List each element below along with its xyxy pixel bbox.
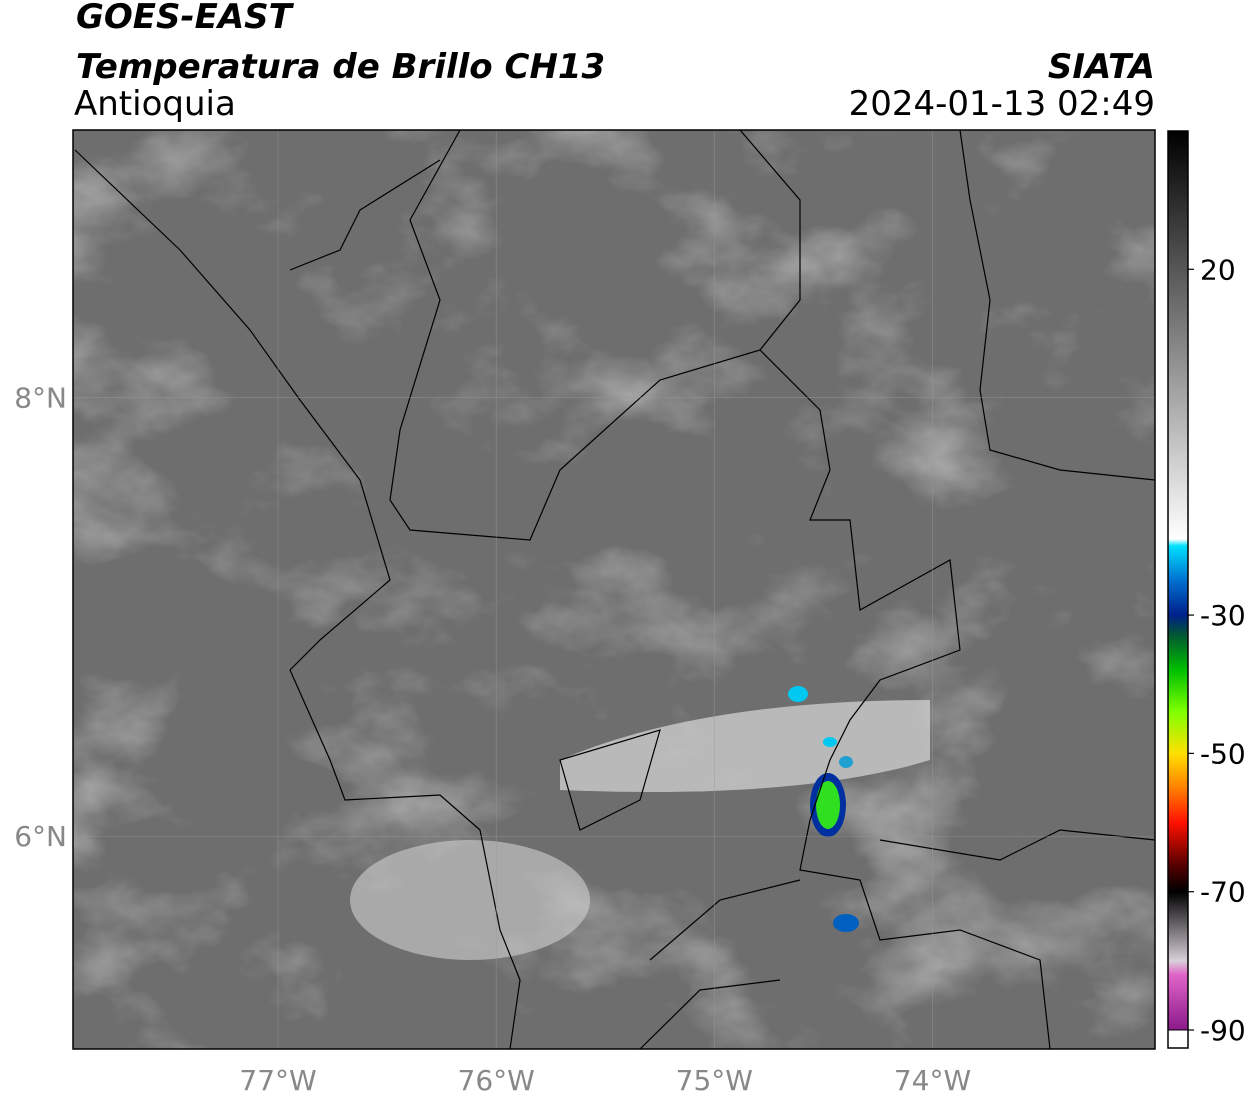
colorbar <box>1168 131 1188 1030</box>
colorbar-tick-label: -30 <box>1200 599 1246 632</box>
colorbar-tick-label: -70 <box>1200 876 1246 909</box>
y-tick-label: 6°N <box>14 820 67 853</box>
datetime-label: 2024-01-13 02:49 <box>849 84 1155 124</box>
cloud-band <box>560 700 930 792</box>
x-tick-label: 76°W <box>458 1064 535 1097</box>
x-tick-label: 77°W <box>239 1064 316 1097</box>
y-tick-label: 8°N <box>14 382 67 415</box>
cold-cloud-core <box>816 781 840 829</box>
x-tick-label: 75°W <box>676 1064 753 1097</box>
cold-cloud <box>823 737 837 747</box>
satellite-image <box>73 130 1155 1049</box>
colorbar-tick-label: 20 <box>1200 253 1236 286</box>
colorbar-under <box>1167 1029 1189 1049</box>
borders <box>74 130 1155 1049</box>
graticule <box>73 130 1155 1049</box>
colorbar-frame <box>1167 130 1189 1049</box>
colorbar-tick-label: -50 <box>1200 737 1246 770</box>
agency-label: SIATA <box>1048 47 1155 87</box>
region-label: Antioquia <box>74 84 236 124</box>
map-frame <box>72 129 1156 1050</box>
satellite-title: GOES-EAST <box>76 0 295 37</box>
x-tick-label: 74°W <box>894 1064 971 1097</box>
cold-cloud <box>839 756 853 768</box>
product-title: Temperatura de Brillo CH13 <box>76 47 605 87</box>
cloud-patch <box>350 840 590 960</box>
cold-cloud <box>833 914 859 932</box>
cloud-texture <box>73 130 1155 1049</box>
colorbar-tick-label: -90 <box>1200 1014 1246 1047</box>
cold-cloud <box>788 686 808 702</box>
